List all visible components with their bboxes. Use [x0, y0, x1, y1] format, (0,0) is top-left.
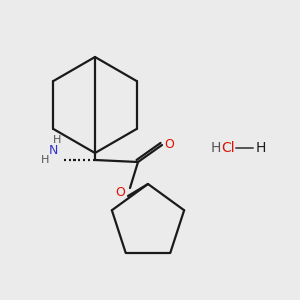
Text: Cl: Cl — [221, 141, 235, 155]
Text: N: N — [48, 143, 58, 157]
Text: H: H — [256, 141, 266, 155]
Text: H: H — [211, 141, 221, 155]
Text: O: O — [164, 137, 174, 151]
Text: H: H — [53, 135, 61, 145]
Text: H: H — [41, 155, 49, 165]
Text: O: O — [115, 185, 125, 199]
